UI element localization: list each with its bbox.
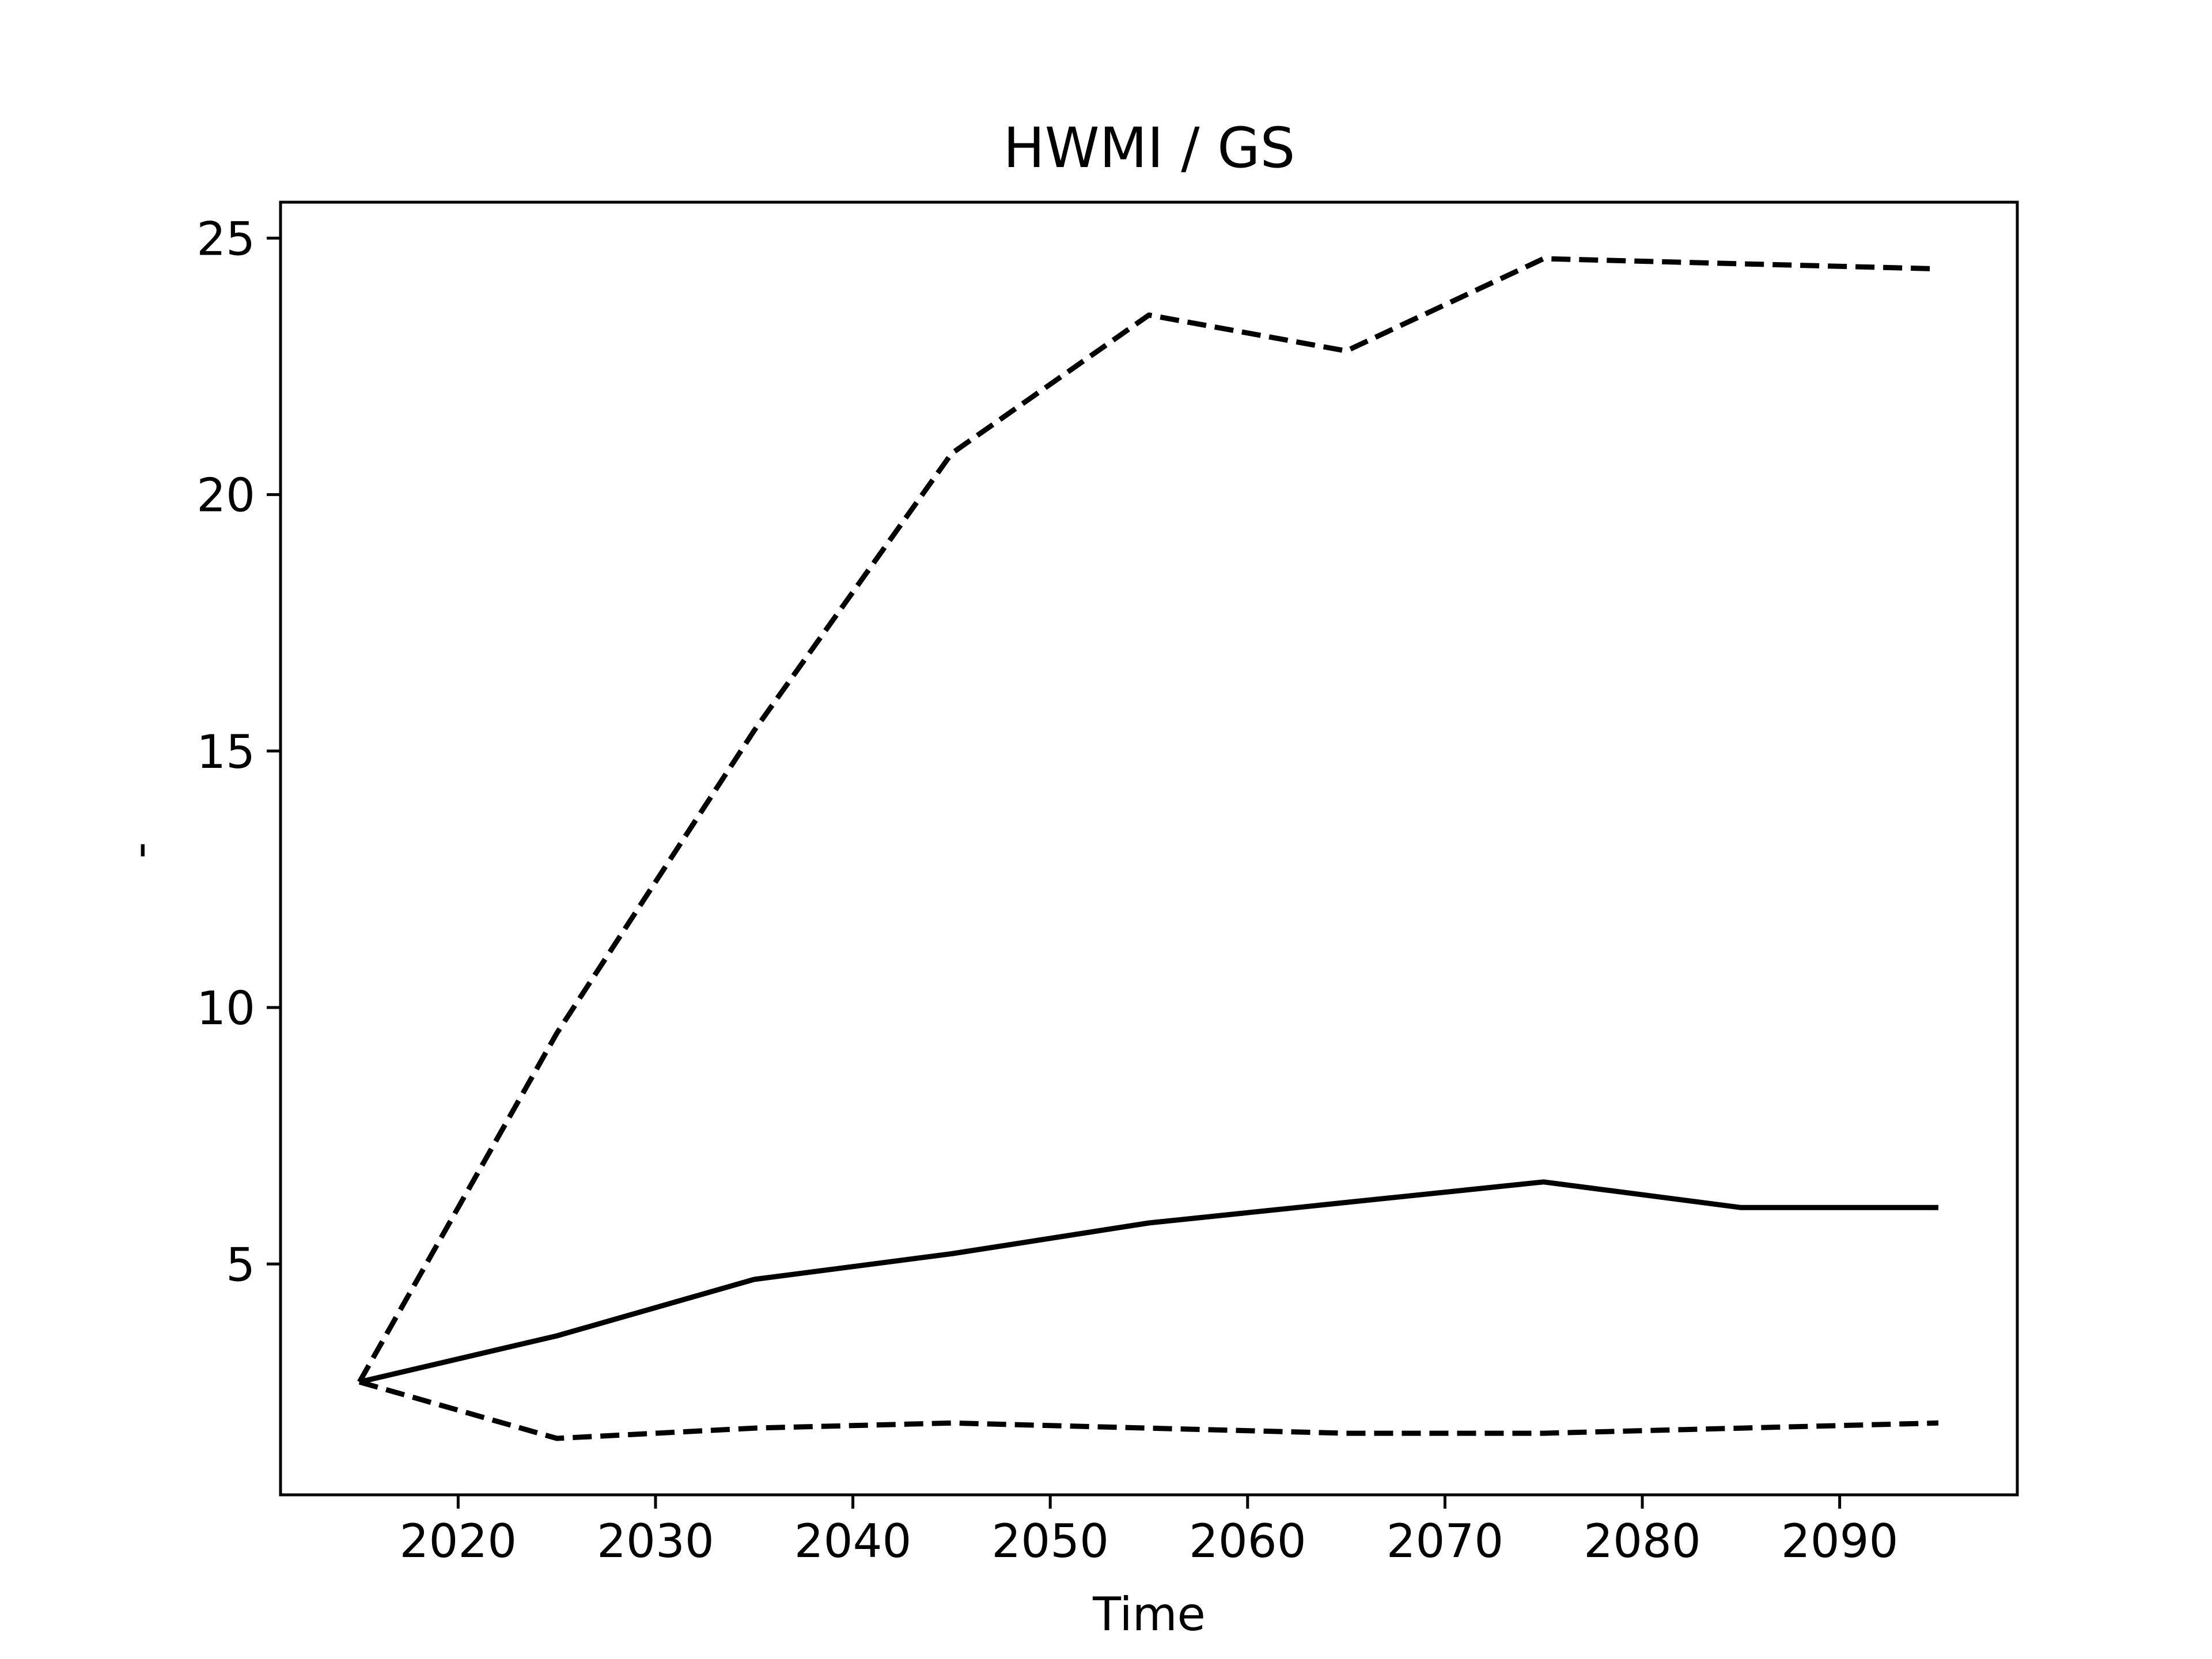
x-tick-label: 2060 <box>1189 1514 1306 1568</box>
x-tick-label: 2040 <box>794 1514 912 1568</box>
x-tick-label: 2070 <box>1387 1514 1504 1568</box>
dashed-series-line-1 <box>357 256 1939 1384</box>
y-axis: 5 10 15 20 25 <box>196 212 281 1291</box>
x-tick-label: 2020 <box>400 1514 517 1568</box>
x-tick-label: 2030 <box>597 1514 714 1568</box>
y-tick-label: 10 <box>196 982 255 1035</box>
y-axis-label: - <box>113 842 166 859</box>
x-axis: 2020 2030 2040 2050 2060 2070 2080 2090 <box>400 1495 1899 1568</box>
x-tick-label: 2090 <box>1781 1514 1899 1568</box>
solid-series-line-0 <box>358 1179 1938 1385</box>
y-tick-label: 15 <box>196 725 255 779</box>
y-tick-label: 25 <box>196 212 255 266</box>
series-layer <box>357 256 1939 1441</box>
x-tick-label: 2080 <box>1584 1514 1701 1568</box>
y-tick-label: 5 <box>226 1238 255 1291</box>
x-axis-label: Time <box>1092 1588 1206 1641</box>
x-tick-label: 2050 <box>991 1514 1109 1568</box>
y-tick-label: 20 <box>196 469 255 522</box>
plot-frame <box>279 200 2019 1497</box>
chart-title: HWMI / GS <box>1003 116 1296 180</box>
